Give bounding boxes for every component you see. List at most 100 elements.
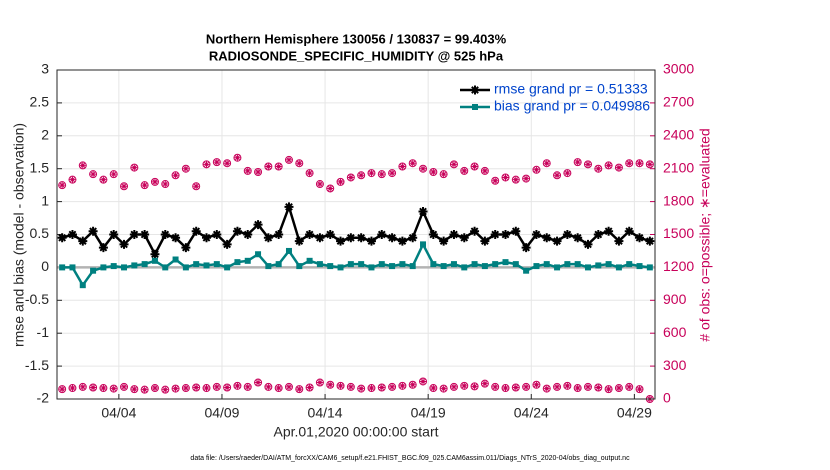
- data-point: [129, 230, 139, 239]
- marker-square: [79, 282, 86, 289]
- marker-star: [399, 163, 406, 170]
- marker-star: [636, 386, 643, 393]
- marker-circle: [429, 384, 438, 393]
- data-point: [337, 264, 344, 271]
- marker-square: [420, 241, 427, 248]
- y-tick-label: -1.5: [25, 357, 49, 373]
- marker-star: [605, 162, 612, 169]
- marker-circle: [305, 383, 314, 392]
- data-point: [100, 264, 107, 271]
- data-point: [399, 261, 406, 268]
- marker-star: [645, 236, 655, 246]
- marker-star: [604, 226, 614, 236]
- marker-circle: [594, 164, 603, 173]
- marker-circle: [604, 161, 613, 170]
- marker-star: [471, 383, 478, 390]
- data-point: [306, 257, 313, 264]
- marker-star: [584, 383, 591, 390]
- marker-star: [88, 226, 98, 236]
- marker-circle: [295, 159, 304, 168]
- marker-star: [389, 170, 396, 177]
- y-tick-label: -2: [37, 390, 50, 406]
- data-point: [78, 161, 87, 170]
- marker-square: [543, 261, 550, 268]
- marker-star: [90, 171, 97, 178]
- marker-star: [285, 383, 292, 390]
- marker-star: [274, 230, 284, 239]
- marker-square: [646, 264, 653, 271]
- marker-star: [182, 385, 189, 392]
- data-point: [470, 226, 480, 236]
- data-point: [58, 181, 67, 190]
- legend-label: bias grand pr = 0.049986: [494, 98, 650, 114]
- data-point: [232, 226, 242, 236]
- data-point: [501, 384, 510, 393]
- marker-square: [285, 247, 292, 254]
- data-point: [120, 182, 129, 191]
- marker-star: [471, 163, 478, 170]
- data-point: [315, 233, 325, 243]
- data-point: [481, 263, 488, 270]
- marker-square: [90, 267, 97, 274]
- data-point: [285, 247, 292, 254]
- marker-square: [512, 261, 519, 268]
- marker-star: [356, 233, 366, 243]
- data-point: [202, 233, 211, 243]
- data-point: [366, 236, 376, 246]
- legend-label: rmse grand pr = 0.51333: [494, 81, 648, 97]
- marker-star: [358, 385, 365, 392]
- data-point: [490, 230, 500, 239]
- marker-circle: [89, 383, 98, 392]
- marker-star: [327, 381, 334, 388]
- marker-star: [378, 384, 385, 391]
- marker-star: [614, 236, 624, 246]
- data-point: [223, 159, 232, 168]
- marker-circle: [274, 162, 283, 171]
- marker-circle: [171, 171, 180, 180]
- marker-star: [481, 380, 488, 387]
- data-point: [605, 261, 612, 268]
- data-point: [389, 263, 396, 270]
- marker-circle: [522, 382, 531, 391]
- data-point: [325, 230, 335, 239]
- data-point: [336, 381, 345, 390]
- marker-star: [635, 233, 645, 243]
- marker-star: [265, 163, 272, 170]
- y2-tick-label: 300: [663, 357, 687, 373]
- marker-star: [399, 382, 406, 389]
- data-point: [553, 382, 562, 391]
- data-point: [615, 264, 622, 271]
- data-point: [326, 380, 335, 389]
- data-point: [141, 261, 148, 268]
- marker-square: [492, 261, 499, 268]
- marker-star: [172, 385, 179, 392]
- data-point: [181, 384, 190, 393]
- data-point: [439, 384, 448, 393]
- marker-star: [162, 181, 169, 188]
- data-point: [614, 236, 624, 246]
- marker-star: [121, 383, 128, 390]
- data-point: [388, 382, 397, 391]
- x-tick-label: 04/24: [514, 405, 549, 421]
- marker-circle: [326, 380, 335, 389]
- marker-star: [203, 385, 210, 392]
- data-point: [233, 153, 242, 162]
- marker-circle: [336, 381, 345, 390]
- marker-circle: [223, 159, 232, 168]
- marker-star: [140, 230, 150, 239]
- marker-star: [59, 182, 66, 189]
- marker-circle: [109, 170, 118, 179]
- marker-star: [470, 226, 480, 236]
- marker-square: [59, 264, 66, 271]
- data-point: [645, 236, 655, 246]
- marker-circle: [109, 384, 118, 393]
- data-point: [368, 264, 375, 271]
- marker-circle: [233, 153, 242, 162]
- marker-square: [502, 259, 509, 266]
- data-point: [254, 378, 263, 387]
- data-point: [294, 236, 304, 246]
- marker-circle: [120, 182, 129, 191]
- marker-star: [296, 160, 303, 167]
- marker-star: [172, 172, 179, 179]
- data-point: [429, 167, 438, 176]
